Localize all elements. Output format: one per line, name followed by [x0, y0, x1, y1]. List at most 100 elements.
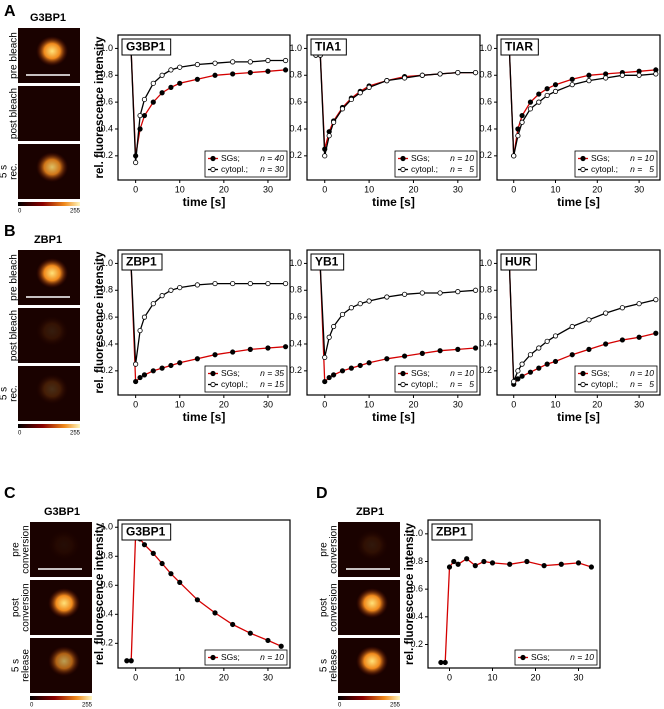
- data-point: [137, 112, 143, 119]
- legend-marker: [580, 166, 586, 173]
- legend-marker: [580, 370, 586, 377]
- data-point: [247, 59, 253, 65]
- image-label: conversion: [21, 583, 32, 631]
- legend-name: SGs;: [221, 368, 240, 378]
- data-point: [322, 153, 328, 159]
- data-point: [544, 86, 550, 92]
- data-point: [247, 630, 253, 636]
- image-label: pre bleach: [9, 32, 20, 79]
- data-point: [212, 610, 218, 616]
- series-line: [315, 54, 476, 150]
- data-point: [455, 561, 461, 567]
- y-tick-label: 0.6: [100, 97, 113, 107]
- data-point: [437, 290, 443, 296]
- granule: [36, 316, 69, 347]
- y-tick-label: 0.2: [410, 639, 423, 649]
- y-axis-label: rel. fluorescence intensity: [94, 36, 106, 178]
- plot-frame: [117, 249, 291, 396]
- x-tick-label: 20: [219, 184, 229, 194]
- data-point: [619, 72, 625, 78]
- data-point: [339, 106, 346, 112]
- y-tick-label: 0.2: [100, 150, 113, 160]
- legend-marker: [400, 370, 406, 377]
- image-label: rec.: [9, 163, 20, 180]
- plot-frame: [427, 519, 601, 669]
- data-point: [141, 372, 148, 378]
- x-axis-label: time [s]: [372, 410, 415, 424]
- data-point: [472, 69, 479, 76]
- data-point: [331, 119, 337, 125]
- data-point: [552, 358, 559, 365]
- x-tick-label: 0: [511, 399, 516, 409]
- y-tick-label: 0.6: [479, 97, 492, 107]
- y-tick-label: 1.0: [479, 43, 492, 53]
- y-tick-label: 0.8: [479, 285, 492, 295]
- x-tick-label: 10: [364, 184, 374, 194]
- data-point: [536, 345, 542, 351]
- y-tick-label: 0.4: [289, 338, 302, 348]
- x-tick-label: 10: [487, 672, 497, 682]
- legend-name: SGs;: [411, 368, 430, 378]
- image-label: release: [329, 649, 340, 682]
- data-point: [326, 133, 332, 139]
- data-point: [137, 374, 143, 381]
- protein-label: G3BP1: [44, 506, 80, 518]
- data-point: [339, 368, 346, 374]
- x-tick-label: 30: [634, 399, 644, 409]
- data-point: [326, 374, 332, 381]
- colorbar: [30, 696, 92, 700]
- granule: [48, 588, 81, 619]
- legend-count: n = 15: [260, 379, 284, 389]
- data-point: [455, 289, 461, 295]
- data-point: [519, 373, 525, 379]
- image-label: pre: [319, 542, 330, 557]
- legend-count: n = 10: [630, 368, 654, 378]
- granule: [48, 530, 81, 561]
- data-point: [141, 542, 148, 548]
- image-label: post: [319, 598, 330, 617]
- data-point: [128, 658, 134, 664]
- chart-title: TIA1: [315, 40, 341, 54]
- colorbar: [18, 202, 80, 206]
- data-point: [569, 352, 575, 358]
- data-point: [384, 294, 390, 300]
- data-point: [472, 345, 479, 351]
- data-point: [588, 564, 595, 570]
- data-point: [575, 560, 582, 566]
- data-point: [141, 314, 148, 320]
- data-point: [230, 71, 236, 77]
- chart-title: G3BP1: [126, 40, 166, 54]
- y-tick-label: 0.2: [100, 638, 113, 648]
- legend-box: [204, 150, 288, 178]
- y-tick-label: 0.2: [479, 365, 492, 375]
- x-tick-label: 10: [175, 399, 185, 409]
- panel-letter: A: [4, 3, 16, 20]
- x-axis-label: time [s]: [183, 195, 226, 209]
- y-tick-label: 0.8: [100, 285, 113, 295]
- legend-box: [574, 150, 658, 178]
- data-point: [636, 301, 642, 307]
- y-tick-label: 1.0: [289, 43, 302, 53]
- y-tick-label: 0.2: [289, 150, 302, 160]
- image-label: 5 s: [11, 659, 22, 672]
- legend-marker: [210, 370, 216, 377]
- data-point: [569, 323, 575, 330]
- data-point: [247, 69, 253, 76]
- image-label: conversion: [329, 583, 340, 631]
- image-label: conversion: [329, 525, 340, 573]
- legend-count: n = 10: [570, 652, 594, 662]
- data-point: [586, 72, 592, 78]
- legend-name: SGs;: [411, 153, 430, 163]
- y-tick-label: 0.8: [289, 70, 302, 80]
- data-point: [384, 78, 390, 84]
- data-point: [159, 560, 165, 567]
- data-point: [348, 305, 354, 311]
- granule: [36, 258, 69, 289]
- data-point: [442, 659, 448, 666]
- data-point: [451, 558, 457, 565]
- data-point: [552, 333, 559, 339]
- data-point: [322, 378, 328, 385]
- x-tick-label: 20: [530, 672, 540, 682]
- colorbar-tick: 255: [82, 703, 93, 709]
- data-point: [212, 60, 218, 66]
